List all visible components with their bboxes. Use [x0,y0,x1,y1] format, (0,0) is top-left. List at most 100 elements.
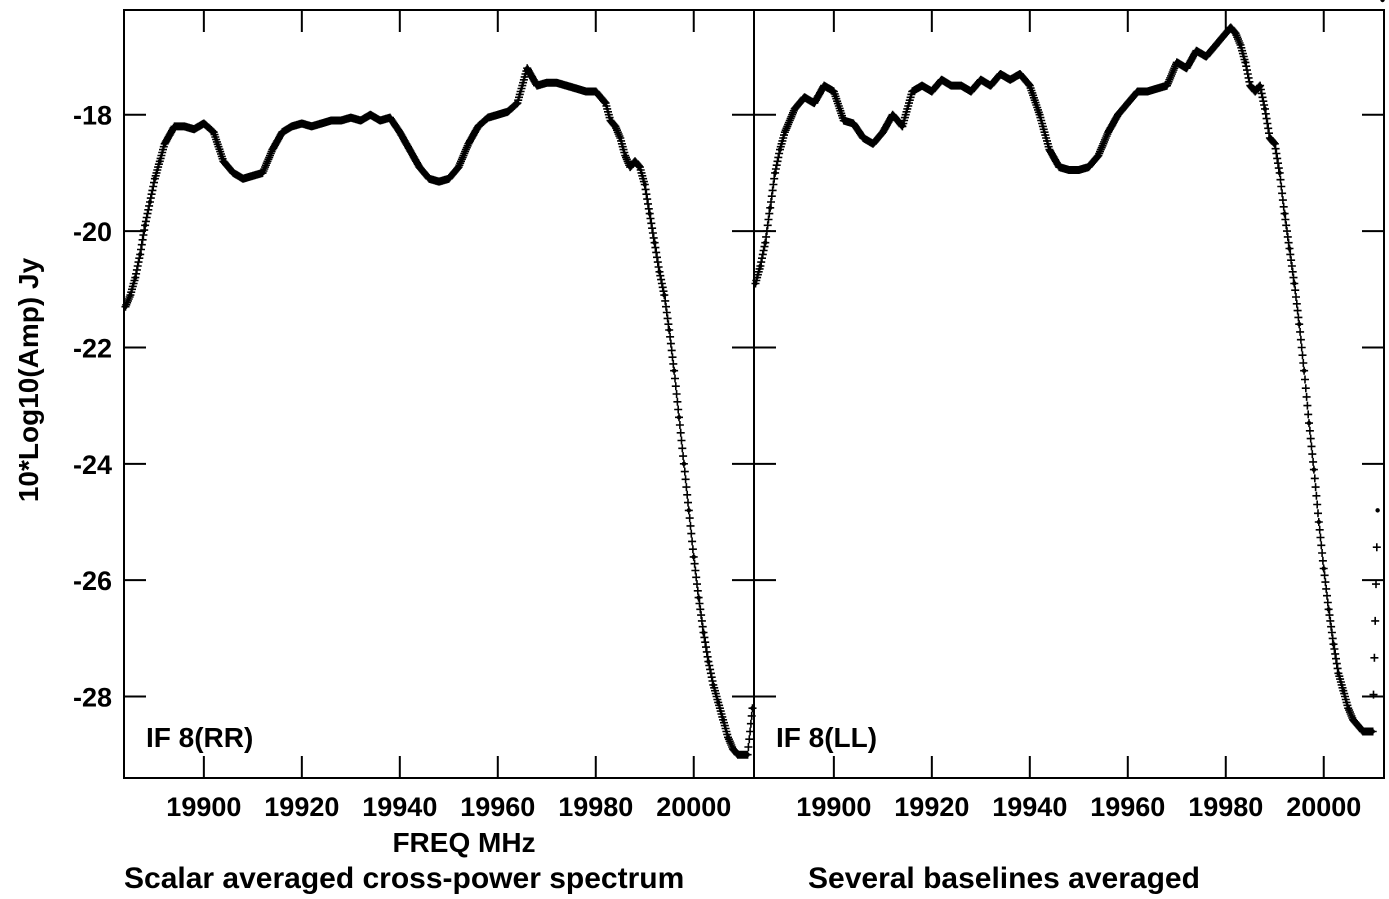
data-point [740,752,745,757]
data-point [657,269,662,275]
y-axis-title: 10*Log10(Amp) Jy [13,257,44,502]
data-point [397,129,403,135]
data-point [676,415,682,420]
data-point [142,223,148,228]
data-point [1350,717,1356,723]
data-point [667,327,672,333]
panel-label-ll: IF 8(LL) [776,722,877,753]
data-point [851,121,856,126]
footer-left-caption: Scalar averaged cross-power spectrum [124,862,684,895]
data-point [696,595,701,600]
data-point [573,86,579,91]
data-point [1272,141,1277,147]
data-point [554,80,559,85]
data-point [182,124,187,129]
series-layer [121,0,1385,759]
data-point [1066,167,1072,173]
data-point [1321,566,1326,571]
data-point [1174,60,1179,65]
data-point [988,83,993,88]
data-point [137,252,143,257]
data-point [240,176,246,181]
data-point [1267,135,1273,141]
data-point [652,240,657,245]
data-point [593,89,598,94]
data-point [841,118,846,123]
data-point [485,115,491,120]
data-point [978,77,984,83]
data-point [1203,54,1209,59]
data-point [706,659,711,664]
data-point [671,368,677,373]
data-point [1223,31,1228,36]
data-point [812,100,817,106]
data-point [730,746,736,752]
data-point [358,118,363,123]
data-point [123,304,128,309]
data-point [1341,688,1346,693]
data-point [750,705,755,711]
x-tick-label: 20000 [656,792,731,822]
data-point [162,141,167,147]
data-point [1135,89,1140,94]
data-point [1164,83,1170,88]
data-point [309,124,314,129]
data-point [880,129,886,135]
data-point [711,682,716,688]
data-point [1257,83,1263,88]
x-tick-label: 19980 [558,792,633,822]
data-point [1125,100,1130,106]
data-point [250,173,256,179]
data-point [1336,671,1341,676]
y-tick-labels: -18 -20 -22 -24 -26 -28 [73,101,112,713]
data-point [128,292,133,298]
data-point [147,199,153,205]
y-tick-label: -28 [73,683,112,713]
x-tick-label: 19980 [1188,792,1263,822]
data-point [221,159,226,164]
data-markers [121,64,757,759]
data-point [289,124,295,129]
x-tick-labels: 19900 19920 19940 19960 19980 20000 19900 19920… [166,792,1361,822]
data-point [280,129,285,135]
data-point [627,164,633,170]
data-point [515,100,520,106]
data-point [1017,71,1023,77]
data-point [613,124,618,129]
data-point [1145,89,1150,94]
data-point [1375,508,1380,513]
data-point [890,112,895,117]
data-point [466,141,471,147]
data-point [968,89,974,94]
data-point [1292,281,1297,286]
data-point [637,164,643,170]
data-point [157,159,162,164]
data-point [691,554,696,560]
panel-frame-rr [123,9,755,779]
data-point [919,83,925,88]
data-point [1105,129,1111,135]
data-point [172,124,177,129]
data-point [735,752,741,757]
data-point [564,83,569,88]
data-point [1282,211,1287,216]
data-point [716,700,721,705]
data-point [1331,641,1336,647]
data-point [642,182,647,187]
data-point [900,124,905,129]
data-point [910,89,915,94]
data-point [720,717,726,723]
data-point [763,240,768,245]
data-point [1037,112,1042,117]
data-point [475,124,481,129]
data-point [725,735,731,740]
data-point [1355,723,1361,728]
data-point [1213,42,1219,48]
x-tick-label: 19900 [796,792,871,822]
data-point [802,95,807,100]
panel-frame-ll [753,9,1385,779]
data-point [777,147,783,152]
data-point [772,170,778,176]
data-point [753,281,758,286]
